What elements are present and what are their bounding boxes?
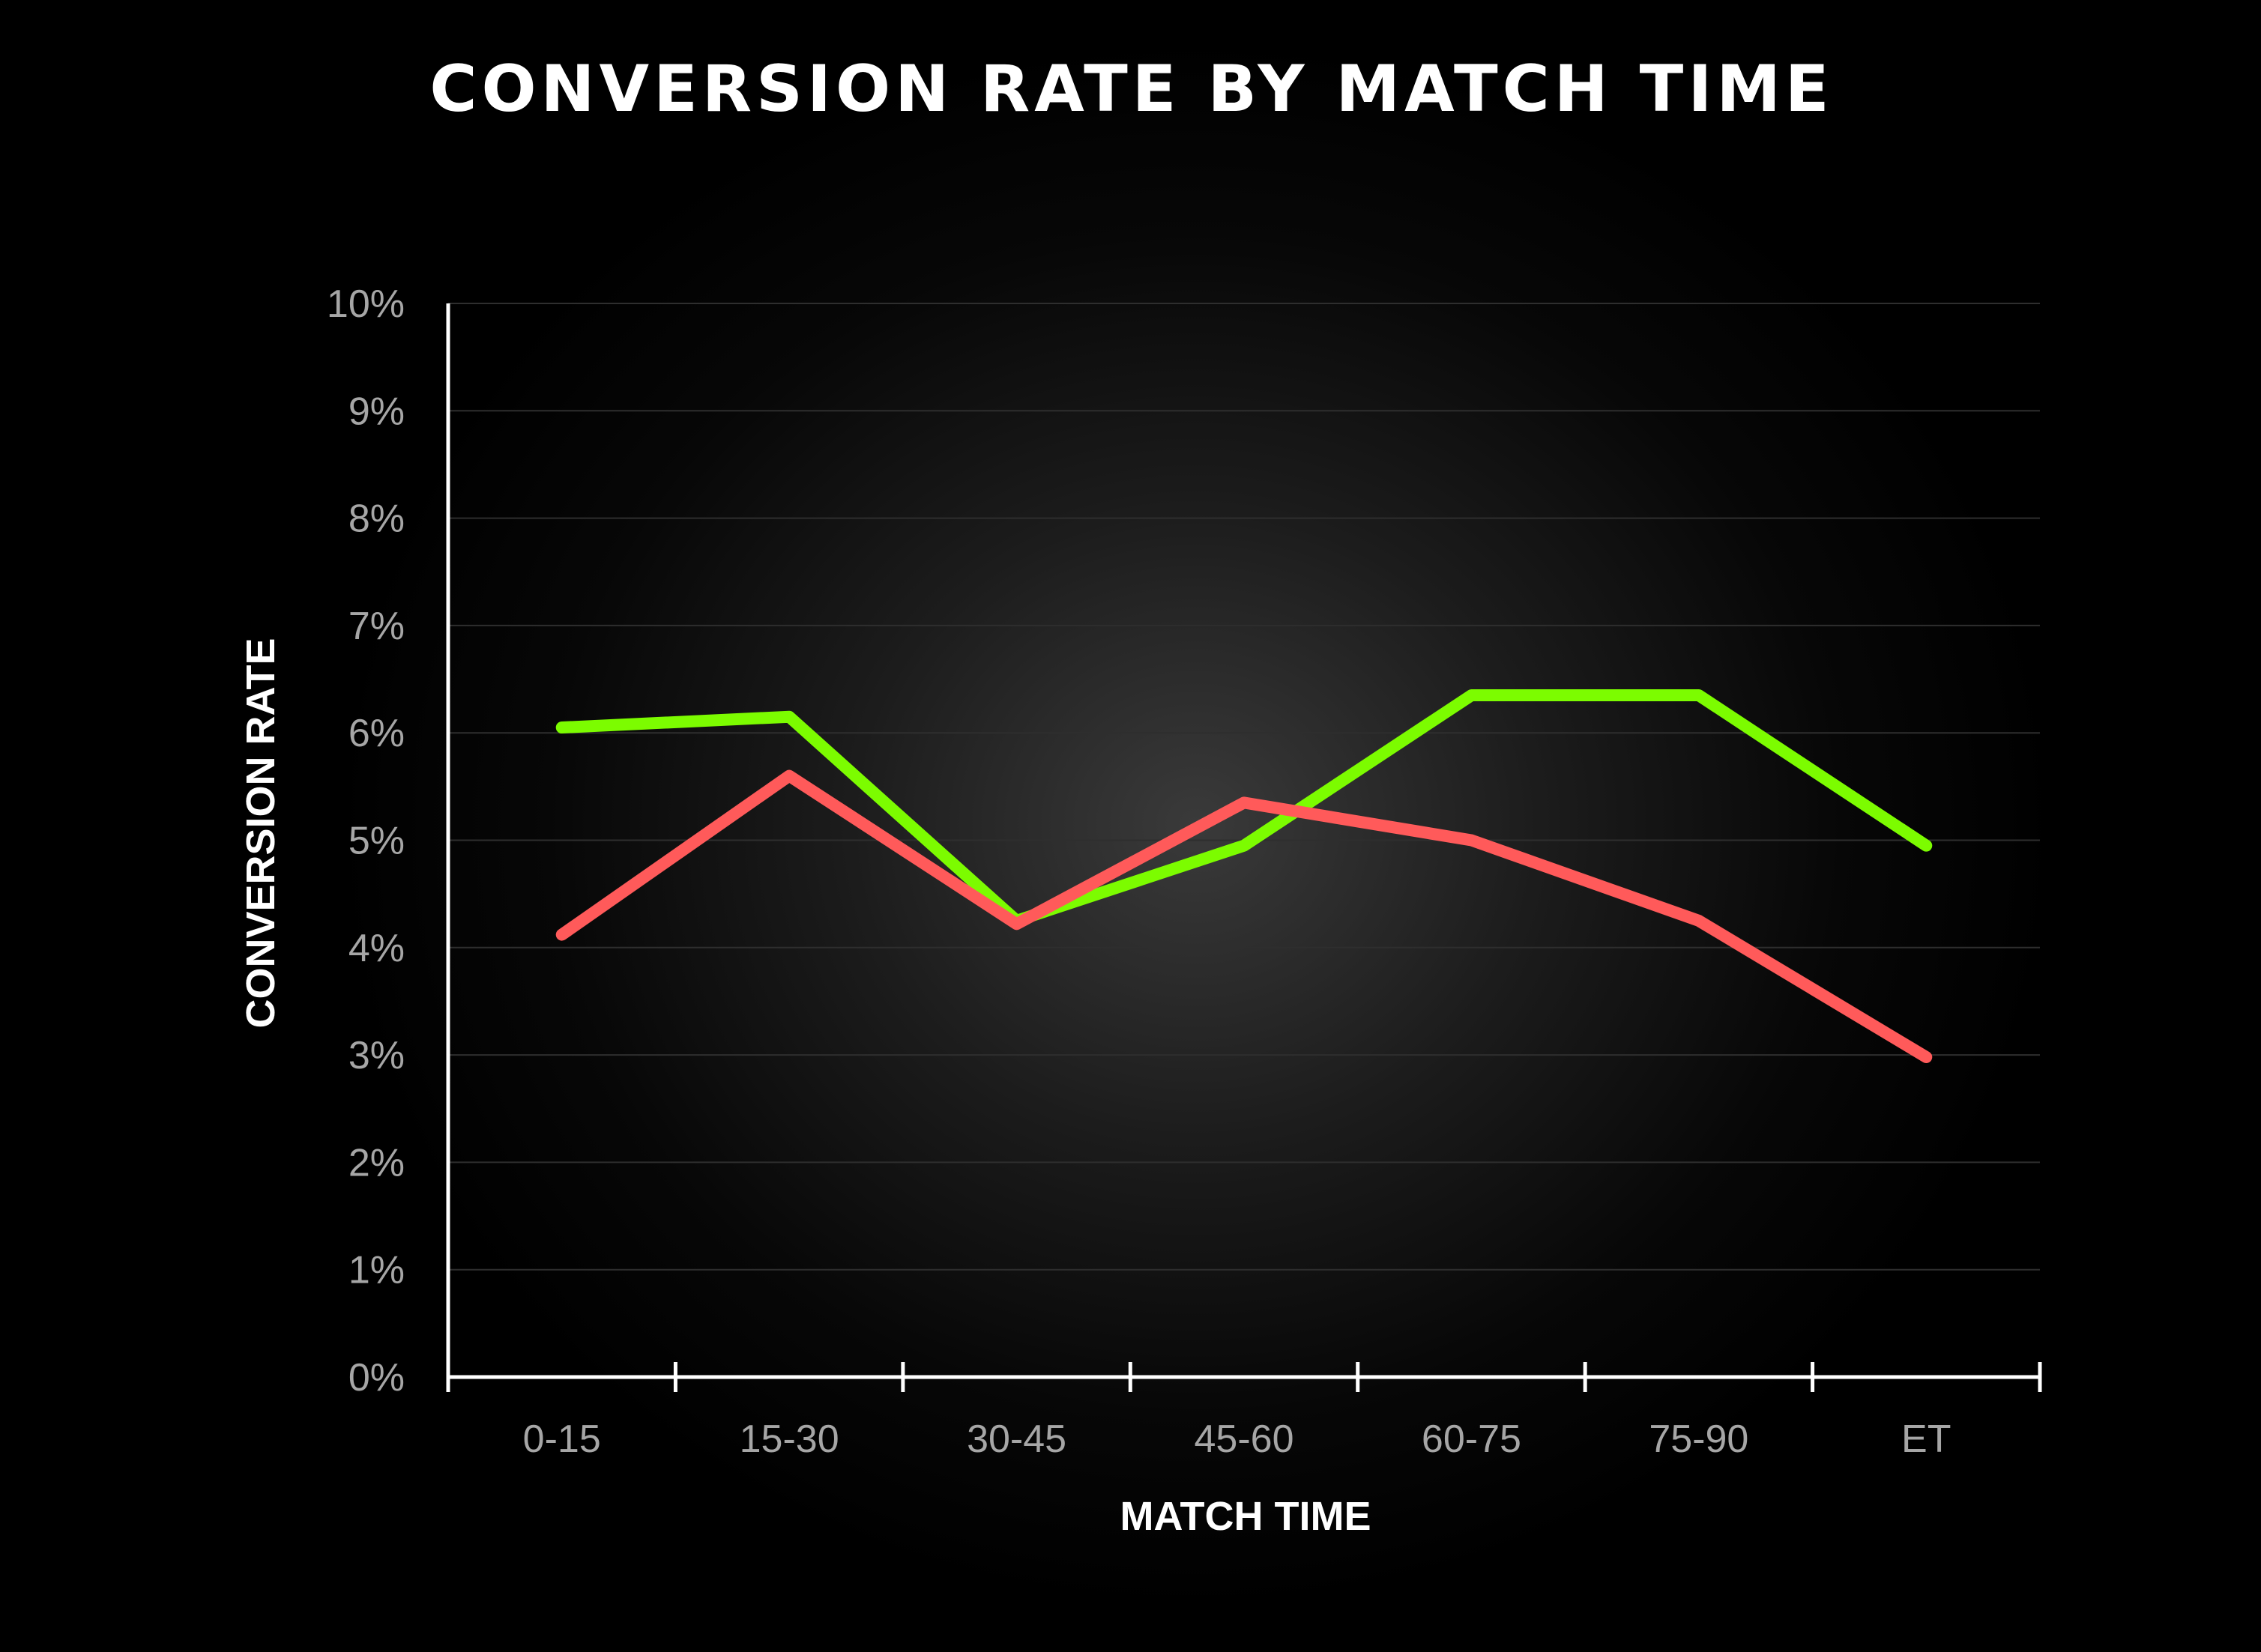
- gridlines: [448, 303, 2040, 1271]
- y-tick-label: 4%: [348, 927, 405, 970]
- x-tick-label: 30-45: [967, 1417, 1066, 1461]
- series-line-2: [555, 769, 1933, 1063]
- y-tick-label: 3%: [348, 1034, 405, 1077]
- axes: [446, 303, 2042, 1392]
- y-axis-tick-labels: 0% 1% 2% 3% 4% 5% 6% 7% 8% 9% 10%: [327, 282, 405, 1400]
- y-tick-label: 0%: [348, 1356, 405, 1400]
- x-tick-label: 15-30: [740, 1417, 839, 1461]
- y-axis-title: CONVERSION RATE: [238, 638, 283, 1028]
- chart-title: CONVERSION RATE BY MATCH TIME: [429, 52, 1833, 127]
- y-tick-label: 5%: [348, 820, 405, 863]
- y-tick-label: 8%: [348, 497, 405, 541]
- x-tick-label: 45-60: [1195, 1417, 1294, 1461]
- x-axis-tick-labels: 0-15 15-30 30-45 45-60 60-75 75-90 ET: [523, 1417, 1951, 1461]
- x-tick-label: 60-75: [1422, 1417, 1521, 1461]
- y-tick-label: 2%: [348, 1141, 405, 1184]
- x-tick-label: 0-15: [523, 1417, 601, 1461]
- y-tick-label: 1%: [348, 1249, 405, 1292]
- y-tick-label: 10%: [327, 282, 405, 326]
- y-tick-label: 6%: [348, 712, 405, 755]
- series-line-1: [555, 689, 1933, 927]
- x-tick-label: 75-90: [1649, 1417, 1748, 1461]
- x-tick-label: ET: [1901, 1417, 1951, 1461]
- series-lines: [555, 689, 1933, 1063]
- x-axis-title: MATCH TIME: [1120, 1494, 1371, 1539]
- y-tick-label: 7%: [348, 605, 405, 648]
- y-tick-label: 9%: [348, 390, 405, 433]
